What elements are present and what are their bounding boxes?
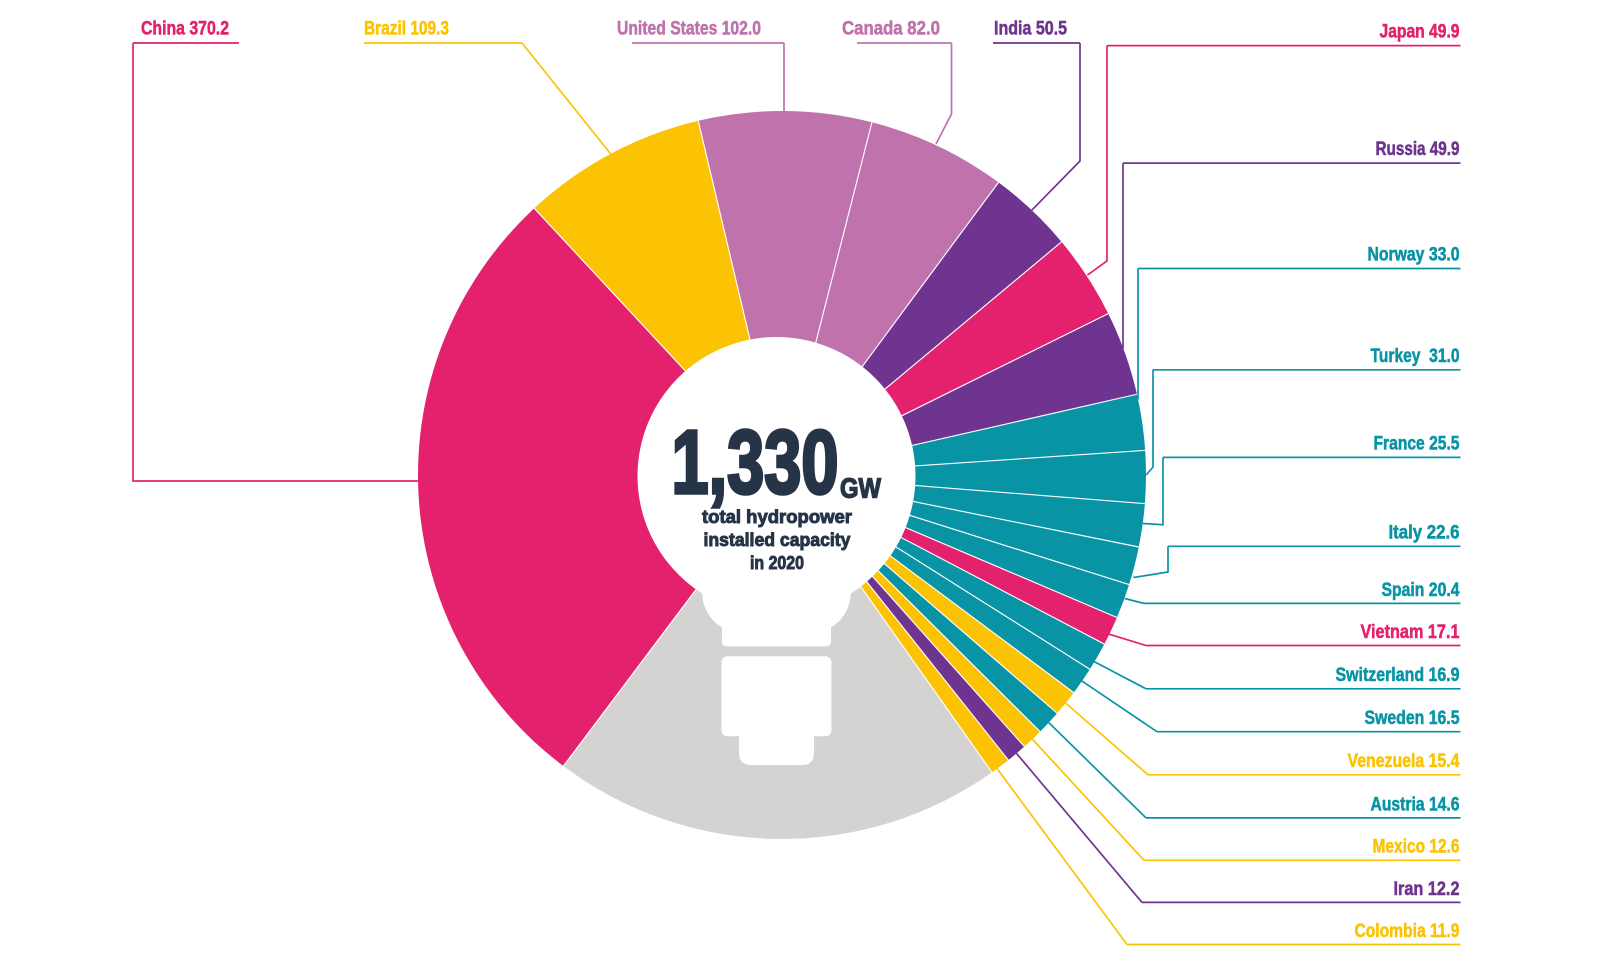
svg-text:GW: GW: [840, 473, 881, 504]
svg-text:United States 102.0: United States 102.0: [617, 19, 761, 40]
svg-text:Russia 49.9: Russia 49.9: [1376, 139, 1460, 160]
svg-text:total hydropower: total hydropower: [702, 507, 852, 527]
svg-text:Mexico 12.6: Mexico 12.6: [1373, 837, 1460, 858]
svg-text:Austria 14.6: Austria 14.6: [1371, 794, 1460, 815]
svg-text:Turkey 31.0: Turkey 31.0: [1371, 346, 1460, 367]
svg-text:in 2020: in 2020: [750, 553, 804, 573]
svg-text:Iran 12.2: Iran 12.2: [1394, 879, 1460, 900]
svg-text:Brazil 109.3: Brazil 109.3: [364, 19, 449, 40]
svg-text:Sweden 16.5: Sweden 16.5: [1365, 708, 1460, 729]
svg-text:Norway 33.0: Norway 33.0: [1368, 245, 1460, 266]
svg-text:Canada 82.0: Canada 82.0: [842, 19, 940, 40]
svg-text:India 50.5: India 50.5: [994, 19, 1067, 40]
svg-text:Venezuela 15.4: Venezuela 15.4: [1348, 751, 1460, 772]
svg-text:Colombia 11.9: Colombia 11.9: [1355, 921, 1460, 942]
svg-text:China 370.2: China 370.2: [141, 19, 229, 40]
svg-text:installed capacity: installed capacity: [704, 530, 851, 550]
svg-text:1,330: 1,330: [672, 413, 839, 513]
svg-text:Vietnam 17.1: Vietnam 17.1: [1361, 622, 1460, 643]
svg-text:Switzerland 16.9: Switzerland 16.9: [1336, 665, 1460, 686]
svg-text:Italy 22.6: Italy 22.6: [1389, 522, 1460, 543]
svg-text:Spain 20.4: Spain 20.4: [1382, 580, 1460, 601]
svg-text:France 25.5: France 25.5: [1374, 433, 1460, 454]
svg-text:Japan 49.9: Japan 49.9: [1380, 22, 1460, 43]
